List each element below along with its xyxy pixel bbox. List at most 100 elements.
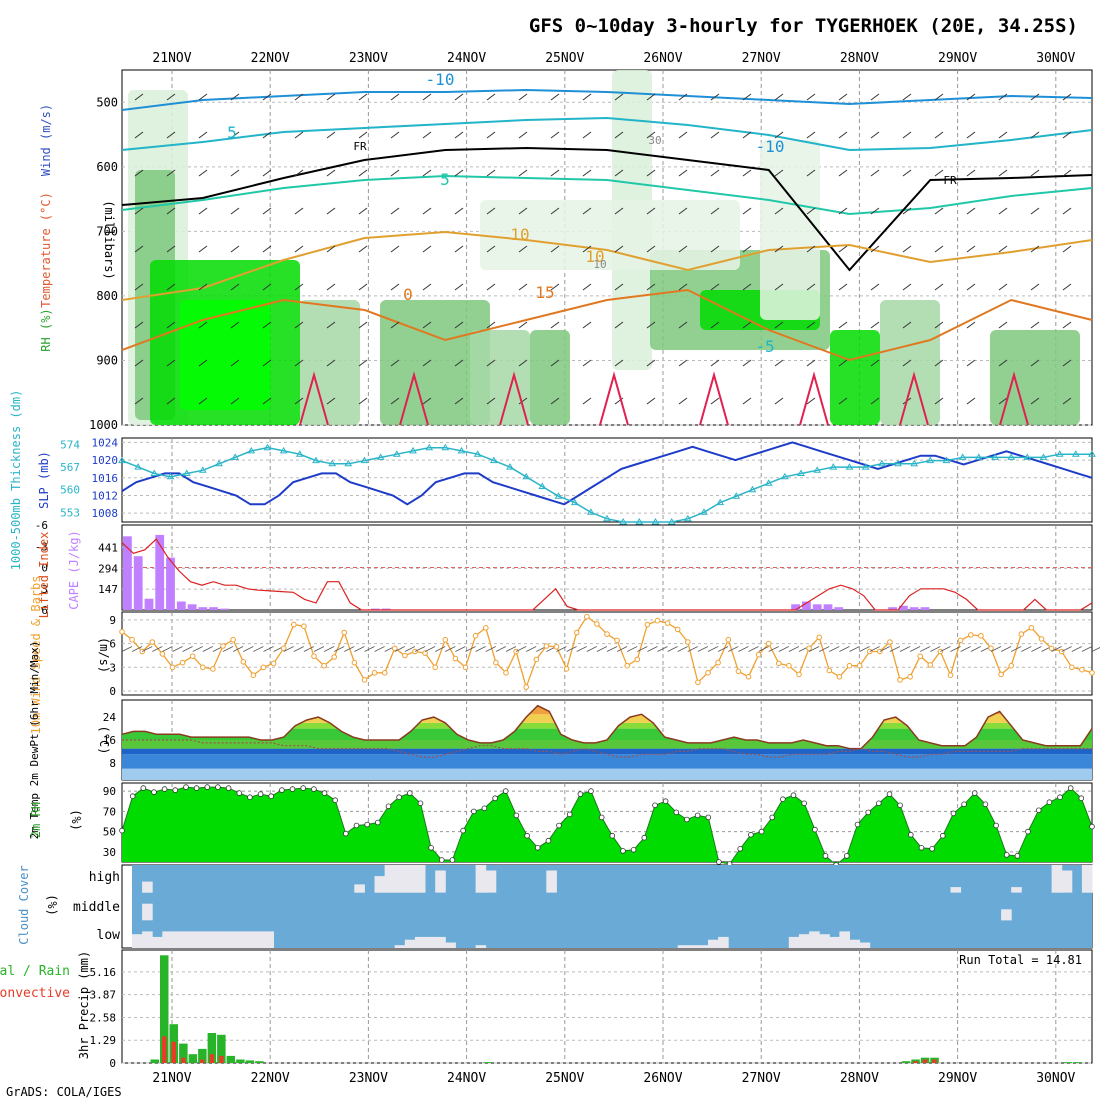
wind-barb-surface [364, 646, 375, 652]
wind-barb-upper [934, 283, 944, 291]
cape-bar [144, 598, 154, 610]
wind-barb-surface [920, 646, 931, 652]
cloud-bar-low [798, 934, 810, 948]
thickness-point [926, 456, 935, 464]
wind-barb-upper [294, 397, 304, 405]
precip-total-bar [179, 1043, 188, 1063]
wind-barb-upper [454, 245, 464, 253]
wind-barb-upper [198, 283, 208, 291]
wind-speed-point [998, 671, 1004, 678]
wind-barb-surface [970, 646, 981, 652]
thickness-line [121, 446, 1092, 523]
wind-barb-surface [899, 646, 911, 652]
wind-barb-upper [614, 169, 624, 177]
wind-barb-surface [808, 646, 820, 652]
thickness-point [667, 518, 676, 525]
rh-point [812, 826, 818, 833]
wind-barb-surface [1021, 646, 1032, 652]
wind-barb-upper [582, 93, 592, 101]
wind-barb-upper [614, 283, 624, 291]
wind-barb-upper [582, 283, 592, 291]
wind-barb-surface [1091, 647, 1100, 652]
rh-point [406, 790, 413, 796]
rh-point [449, 857, 456, 863]
rh-point [780, 796, 786, 802]
warm-contour [699, 371, 729, 426]
wind-barb-upper [710, 169, 720, 177]
rh-ylabel: 2m RH [29, 802, 43, 838]
rh-point [758, 828, 765, 835]
wind-barb-upper [422, 245, 432, 253]
cloud-bar-high [384, 865, 396, 893]
cloud-bar-low [243, 931, 254, 948]
wind-barb-upper [966, 359, 976, 367]
thickness-point [700, 508, 708, 515]
wind-barb-upper [262, 283, 272, 291]
rh-point [705, 814, 712, 821]
temp-tick: 8 [109, 757, 116, 770]
wind-barb-upper [582, 397, 592, 405]
cloud-bar-high [354, 884, 365, 893]
wind-barb-surface [283, 646, 294, 652]
rh-point [225, 785, 232, 791]
wind-barb-upper [550, 207, 560, 215]
rh-point [321, 790, 328, 796]
thickness-point [441, 443, 450, 451]
wind-speed-point [270, 660, 277, 667]
wind-barb-upper [998, 245, 1008, 253]
wind-barb-upper [870, 283, 880, 291]
rh-shade [830, 330, 880, 425]
wind-barb-upper [582, 207, 592, 215]
wind-barb-upper [1030, 283, 1040, 291]
wind-barb-upper [838, 207, 848, 215]
wind-barb-upper [966, 283, 976, 291]
wind-speed-point [594, 621, 600, 627]
wind-barb-upper [134, 359, 144, 367]
thickness-point [134, 463, 143, 470]
cloud-bar-low [445, 942, 456, 948]
wind-speed-point [887, 639, 893, 645]
wind-barb-surface [505, 646, 517, 652]
rh-point [822, 853, 829, 859]
wind-barb-surface [435, 646, 446, 652]
rh-point [673, 809, 680, 816]
wind-barb-surface [667, 646, 678, 652]
cape-bar [920, 607, 930, 610]
wind-barb-upper [518, 283, 528, 291]
cloud-bar-low [172, 931, 183, 948]
thickness-point [845, 463, 854, 470]
wind-barb-upper [806, 93, 816, 101]
wind-speed-point [634, 656, 641, 663]
wind-speed-point [685, 639, 691, 645]
wind-barb-upper [934, 397, 944, 405]
wind-speed-point [755, 651, 762, 658]
wind-barb-surface [738, 646, 749, 652]
precip-tick: 5.16 [90, 966, 117, 979]
wind-barb-upper [422, 93, 432, 101]
wind-barb-upper [902, 245, 912, 253]
cloud-bar-low [222, 931, 234, 948]
wind-barb-surface [263, 646, 274, 652]
temp-band [122, 740, 1092, 749]
wind-barb-upper [486, 245, 496, 253]
wind-barb-upper [678, 169, 688, 177]
wind-barb-upper [518, 245, 528, 253]
wind-barb-upper [518, 207, 528, 215]
wind-barb-upper [870, 321, 880, 329]
rh-point [332, 797, 339, 803]
wind-barb-upper [806, 169, 816, 177]
date-label-top: 21NOV [152, 51, 191, 66]
wind-barb-surface [172, 646, 183, 652]
wind-barb-upper [422, 321, 432, 329]
precip-conv-bar [181, 1057, 186, 1063]
wind-barb-upper [646, 397, 656, 405]
rh-point [1078, 795, 1085, 801]
precip-conv-bar [162, 1036, 167, 1063]
rh-point [428, 844, 434, 851]
wind-barb-surface [131, 646, 143, 652]
rh-point [843, 853, 850, 859]
cape-bar [123, 536, 132, 610]
wind-barb-upper [454, 321, 464, 329]
wind-barb-upper [838, 321, 848, 329]
wind-barb-upper [806, 207, 816, 215]
